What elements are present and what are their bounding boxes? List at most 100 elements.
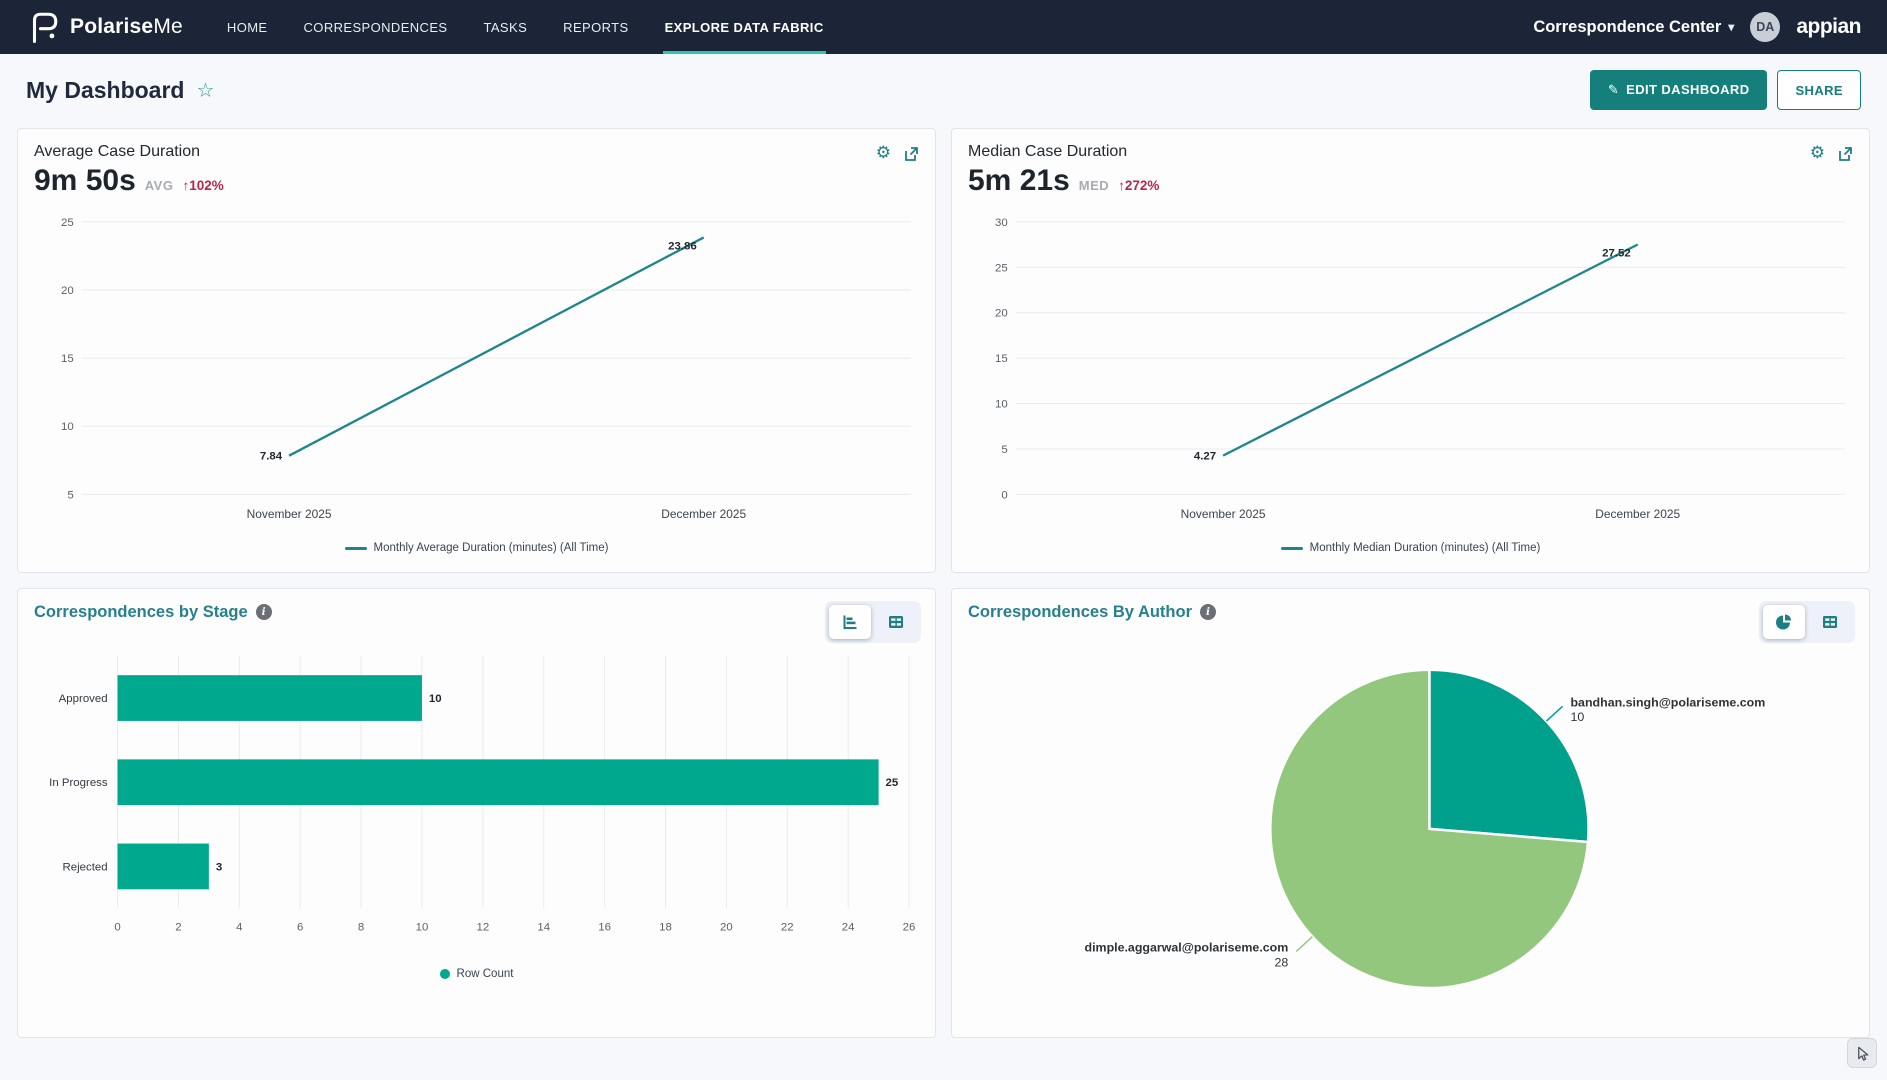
svg-text:12: 12 bbox=[476, 921, 489, 933]
svg-text:December 2025: December 2025 bbox=[1595, 507, 1680, 521]
data-line[interactable] bbox=[1222, 243, 1639, 457]
info-icon[interactable]: i bbox=[1200, 604, 1217, 620]
nav-item-reports[interactable]: REPORTS bbox=[563, 19, 629, 35]
chart-area: 25 20 15 10 5 7.84 23.86 November 2025 December … bbox=[34, 208, 919, 554]
chevron-down-icon: ▾ bbox=[1728, 20, 1735, 34]
bar-in-progress[interactable] bbox=[117, 759, 879, 806]
brand[interactable]: PolariseMe bbox=[26, 0, 183, 54]
table-view-toggle[interactable] bbox=[875, 605, 917, 639]
pie-slice[interactable] bbox=[1428, 668, 1590, 844]
bar-rejected[interactable] bbox=[117, 843, 209, 890]
table-icon bbox=[1823, 616, 1837, 628]
chart-area: 30 25 20 15 10 5 0 4.27 27.52 November 2025 Decemb… bbox=[968, 208, 1853, 554]
svg-text:23.86: 23.86 bbox=[668, 240, 697, 252]
gear-icon[interactable]: ⚙ bbox=[875, 143, 891, 163]
brand-name: PolariseMe bbox=[70, 15, 183, 38]
card-title: Correspondences by Stage bbox=[34, 603, 248, 621]
svg-text:14: 14 bbox=[537, 921, 550, 933]
svg-text:0: 0 bbox=[1001, 489, 1007, 501]
nav-item-home[interactable]: HOME bbox=[226, 19, 268, 35]
bar-chart-icon bbox=[843, 615, 857, 629]
svg-text:20: 20 bbox=[61, 285, 74, 297]
legend-label: Monthly Median Duration (minutes) (All T… bbox=[1309, 542, 1541, 555]
workspace-selector[interactable]: Correspondence Center ▾ bbox=[1533, 18, 1734, 37]
bar-chart-view-toggle[interactable] bbox=[829, 605, 871, 639]
svg-text:dimple.aggarwal@polariseme.com: dimple.aggarwal@polariseme.com bbox=[1085, 940, 1289, 954]
legend-line-marker bbox=[1280, 546, 1303, 550]
kpi-unit: AVG bbox=[144, 178, 174, 193]
svg-text:15: 15 bbox=[995, 353, 1008, 365]
svg-text:2: 2 bbox=[175, 921, 181, 933]
svg-text:25: 25 bbox=[995, 262, 1008, 274]
legend-line-marker bbox=[344, 546, 367, 550]
polariseme-logo-icon bbox=[32, 12, 58, 43]
nav-item-explore-data-fabric[interactable]: EXPLORE DATA FABRIC bbox=[662, 0, 826, 54]
chart-area: bandhan.singh@polariseme.com 10 dimple.agg… bbox=[968, 634, 1853, 1020]
card-title: Correspondences By Author bbox=[968, 603, 1193, 621]
data-line[interactable] bbox=[288, 236, 705, 457]
svg-text:24: 24 bbox=[842, 921, 855, 933]
edit-dashboard-button[interactable]: ✎ EDIT DASHBOARD bbox=[1589, 70, 1768, 110]
dashboard-grid: Average Case Duration 9m 50s AVG ↑102% ⚙… bbox=[0, 122, 1887, 1052]
cursor-icon bbox=[1857, 1046, 1868, 1061]
svg-text:10: 10 bbox=[1570, 710, 1584, 724]
nav-item-correspondences[interactable]: CORRESPONDENCES bbox=[303, 19, 448, 35]
svg-text:25: 25 bbox=[61, 217, 74, 229]
bar-approved[interactable] bbox=[117, 675, 422, 721]
main-nav: HOME CORRESPONDENCES TASKS REPORTS EXPLORE D… bbox=[225, 0, 858, 54]
svg-text:4: 4 bbox=[236, 921, 243, 933]
svg-text:10: 10 bbox=[429, 693, 442, 705]
legend-label: Row Count bbox=[456, 968, 514, 981]
pointer-overlay-button[interactable] bbox=[1847, 1038, 1877, 1068]
svg-text:In Progress: In Progress bbox=[49, 777, 108, 789]
line-chart-average-duration: 25 20 15 10 5 7.84 23.86 November 2025 December … bbox=[61, 217, 912, 521]
svg-text:10: 10 bbox=[61, 421, 74, 433]
pie-slice[interactable] bbox=[1269, 668, 1590, 990]
chart-legend: Monthly Average Duration (minutes) (All … bbox=[34, 542, 919, 554]
svg-text:5: 5 bbox=[1001, 444, 1007, 456]
gear-icon[interactable]: ⚙ bbox=[1809, 143, 1825, 163]
pencil-icon: ✎ bbox=[1607, 83, 1620, 98]
svg-text:28: 28 bbox=[1274, 955, 1288, 969]
svg-text:10: 10 bbox=[995, 399, 1008, 411]
external-link-icon[interactable] bbox=[1837, 146, 1853, 162]
svg-text:10: 10 bbox=[416, 921, 429, 933]
external-link-icon[interactable] bbox=[903, 146, 919, 162]
favorite-star-icon[interactable]: ☆ bbox=[196, 78, 215, 102]
card-correspondences-by-author: Correspondences By Author i bandha bbox=[951, 588, 1870, 1038]
svg-text:Rejected: Rejected bbox=[63, 861, 108, 873]
svg-text:18: 18 bbox=[659, 921, 672, 933]
svg-text:0: 0 bbox=[114, 921, 120, 933]
pie-chart-view-toggle[interactable] bbox=[1763, 605, 1805, 639]
chart-legend: Monthly Median Duration (minutes) (All T… bbox=[968, 542, 1853, 554]
share-button[interactable]: SHARE bbox=[1777, 70, 1861, 110]
nav-item-tasks[interactable]: TASKS bbox=[483, 19, 528, 35]
card-actions: ⚙ bbox=[876, 145, 919, 162]
svg-text:20: 20 bbox=[995, 308, 1008, 320]
svg-text:November 2025: November 2025 bbox=[247, 507, 332, 521]
svg-text:6: 6 bbox=[297, 921, 303, 933]
workspace-label: Correspondence Center bbox=[1533, 17, 1722, 36]
kpi-value: 5m 21s bbox=[968, 164, 1070, 197]
toolbar-actions: ✎ EDIT DASHBOARD SHARE bbox=[1589, 70, 1861, 110]
page-title: My Dashboard bbox=[26, 76, 185, 103]
svg-text:8: 8 bbox=[358, 921, 364, 933]
svg-text:3: 3 bbox=[216, 861, 222, 873]
page-toolbar: My Dashboard ☆ ✎ EDIT DASHBOARD SHARE bbox=[0, 54, 1887, 122]
svg-text:4.27: 4.27 bbox=[1194, 451, 1216, 463]
chart-area: 0 2 4 6 8 10 12 14 16 18 20 22 24 26 Approved 10 In Prog… bbox=[34, 648, 919, 980]
legend-dot-marker bbox=[439, 969, 450, 980]
kpi-value: 9m 50s bbox=[34, 164, 136, 197]
svg-text:bandhan.singh@polariseme.com: bandhan.singh@polariseme.com bbox=[1570, 695, 1765, 709]
table-view-toggle[interactable] bbox=[1809, 605, 1851, 639]
card-correspondences-by-stage: Correspondences by Stage i bbox=[17, 588, 936, 1038]
svg-text:27.52: 27.52 bbox=[1602, 247, 1631, 259]
info-icon[interactable]: i bbox=[255, 604, 272, 620]
svg-text:November 2025: November 2025 bbox=[1181, 507, 1266, 521]
svg-text:December 2025: December 2025 bbox=[661, 507, 746, 521]
svg-text:22: 22 bbox=[781, 921, 794, 933]
avatar[interactable]: DA bbox=[1750, 12, 1781, 42]
svg-text:25: 25 bbox=[886, 777, 899, 789]
